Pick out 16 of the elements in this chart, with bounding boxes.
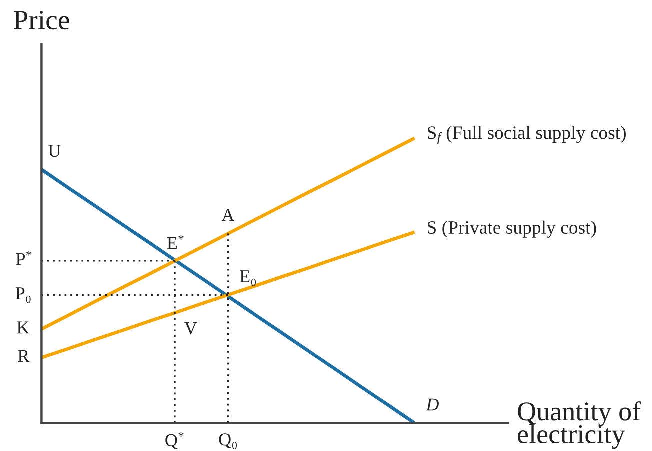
series-label: S (Private supply cost) bbox=[428, 220, 596, 238]
annotation: E$^{*}$ bbox=[167, 235, 184, 250]
text: R bbox=[18, 350, 30, 362]
annotation: A bbox=[222, 209, 235, 222]
text: K bbox=[17, 322, 30, 334]
x-tick-label: Q₀ bbox=[219, 434, 238, 450]
series-label: D bbox=[426, 398, 439, 411]
annotation: V bbox=[184, 322, 198, 335]
x-tick-label: Q$^{*}$ bbox=[166, 432, 184, 450]
x-axis-title: Quantity of electricity bbox=[518, 401, 642, 450]
annotation: U bbox=[48, 145, 61, 158]
series-label: S$_{f}$ (Full social supply cost) bbox=[428, 126, 626, 144]
annotation: E₀ bbox=[240, 270, 256, 286]
text: P₀ bbox=[16, 288, 31, 304]
text: P$^{*}$ bbox=[16, 251, 32, 266]
y-axis-title: Price bbox=[14, 10, 70, 30]
